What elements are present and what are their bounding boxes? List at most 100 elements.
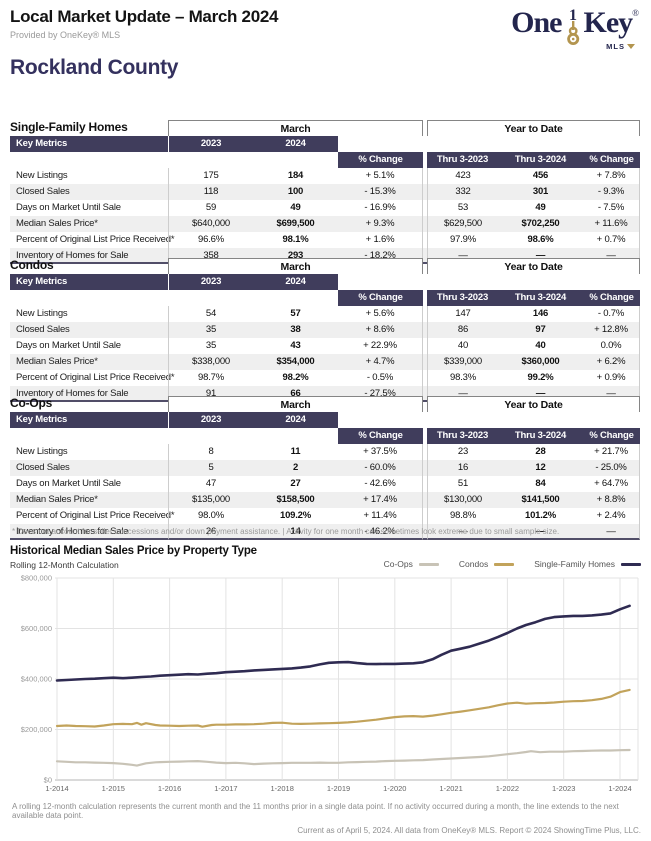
metric-value: — [498,524,583,540]
metric-value: 8 [168,444,253,460]
metric-value: - 0.5% [338,370,423,386]
chart-subtitle: Rolling 12-Month Calculation [10,560,119,570]
metric-value: + 1.6% [338,232,423,248]
metric-label: Closed Sales [10,322,168,338]
metric-value: 301 [498,184,583,200]
metric-value: $354,000 [253,354,338,370]
y-axis-label: $600,000 [21,624,52,633]
metric-value: + 12.8% [583,322,640,338]
column-gap [423,524,427,540]
metric-value: 38 [253,322,338,338]
metric-value: 423 [427,168,498,184]
metric-value: + 7.8% [583,168,640,184]
x-axis-label: 1-2015 [102,784,125,793]
page-title: Local Market Update – March 2024 [10,7,279,26]
metric-value: 109.2% [279,510,312,521]
metric-value: $338,000 [168,354,253,370]
metric-value: 101.2% [524,510,557,521]
metric-value: — [583,524,640,540]
metric-value: + 64.7% [583,476,640,492]
metric-value: 332 [427,184,498,200]
column-gap [423,216,427,232]
column-header: 2023 [168,136,253,152]
metric-value: $640,000 [168,216,253,232]
legend-item: Condos [459,559,515,569]
column-gap [423,274,427,290]
metric-value: $702,250 [498,216,583,232]
metric-value: 40 [535,340,546,351]
column-header: Thru 3-2024 [498,290,583,306]
metric-value: - 15.3% [338,184,423,200]
chart-legend: Co-Ops Condos Single-Family Homes [384,559,641,569]
metric-value: 98.1% [282,234,309,245]
legend-item: Single-Family Homes [534,559,641,569]
y-axis-label: $200,000 [21,725,52,734]
x-axis-label: 1-2022 [496,784,519,793]
column-header: 2024 [253,274,338,290]
column-header: Thru 3-2023 [427,290,498,306]
metric-value: 100 [253,184,338,200]
metric-value: 147 [427,306,498,322]
metric-label: Median Sales Price* [10,492,168,508]
table-section-title: Condos [10,258,54,272]
metric-value: 40 [427,338,498,354]
column-gap [423,386,427,402]
metric-value: 96.6% [168,232,253,248]
metric-value: $141,500 [498,492,583,508]
metric-value: - 25.0% [583,460,640,476]
x-axis-label: 1-2024 [608,784,631,793]
x-axis-label: 1-2020 [383,784,406,793]
metric-value: — [427,524,498,540]
metric-value: 28 [535,446,546,457]
metric-label: Days on Market Until Sale [16,202,121,213]
metric-value: 59 [168,200,253,216]
column-header: 2023 [168,274,253,290]
metric-value: - 42.6% [338,476,423,492]
metric-value: 98.7% [168,370,253,386]
chart-footnote: A rolling 12-month calculation represent… [12,802,619,820]
column-gap [423,460,427,476]
column-gap [423,412,427,428]
column-gap [423,322,427,338]
column-gap [423,492,427,508]
metric-value: + 5.6% [338,306,423,322]
metric-value: + 8.6% [338,322,423,338]
metric-value: 53 [427,200,498,216]
column-gap [423,184,427,200]
metric-label: Percent of Original List Price Received* [16,510,175,521]
metric-value: 0.0% [583,338,640,354]
chart-title: Historical Median Sales Price by Propert… [10,545,257,557]
x-axis-label: 1-2021 [439,784,462,793]
x-axis-label: 1-2023 [552,784,575,793]
column-header: Thru 3-2023 [427,152,498,168]
metric-value: 43 [290,340,301,351]
y-axis-label: $400,000 [21,675,52,684]
metric-value: 12 [498,460,583,476]
legend-label: Co-Ops [383,559,413,569]
metric-label: Closed Sales [10,184,168,200]
metric-value: 5 [168,460,253,476]
metric-value: + 9.3% [338,216,423,232]
metrics-table-condos: Condos March Year to Date Key Metrics 2023 20… [10,258,640,402]
metric-label: Inventory of Homes for Sale [10,524,168,540]
metric-value: - 0.7% [583,306,640,322]
metric-value: $629,500 [427,216,498,232]
svg-text:1: 1 [569,7,577,24]
x-axis-label: 1-2014 [45,784,68,793]
group-header-ytd: Year to Date [427,258,640,274]
onekey-mls-logo: One 1 Key ® MLS [479,6,639,56]
key-icon: 1 [566,7,579,45]
metric-value: + 6.2% [583,354,640,370]
metric-value: + 21.7% [583,444,640,460]
metric-value: 98.2% [282,372,309,383]
metric-value: - 60.0% [338,460,423,476]
y-axis-label: $0 [44,776,52,785]
metrics-table-single-family-homes: Single-Family Homes March Year to Date Key … [10,120,640,264]
legend-swatch [621,562,641,566]
table-section-title: Single-Family Homes [10,120,128,134]
metric-value: 35 [168,338,253,354]
logo-text-one: One [511,6,562,39]
metric-value: $130,000 [427,492,498,508]
column-header: 2024 [253,412,338,428]
key-metrics-header: Key Metrics [10,412,168,428]
